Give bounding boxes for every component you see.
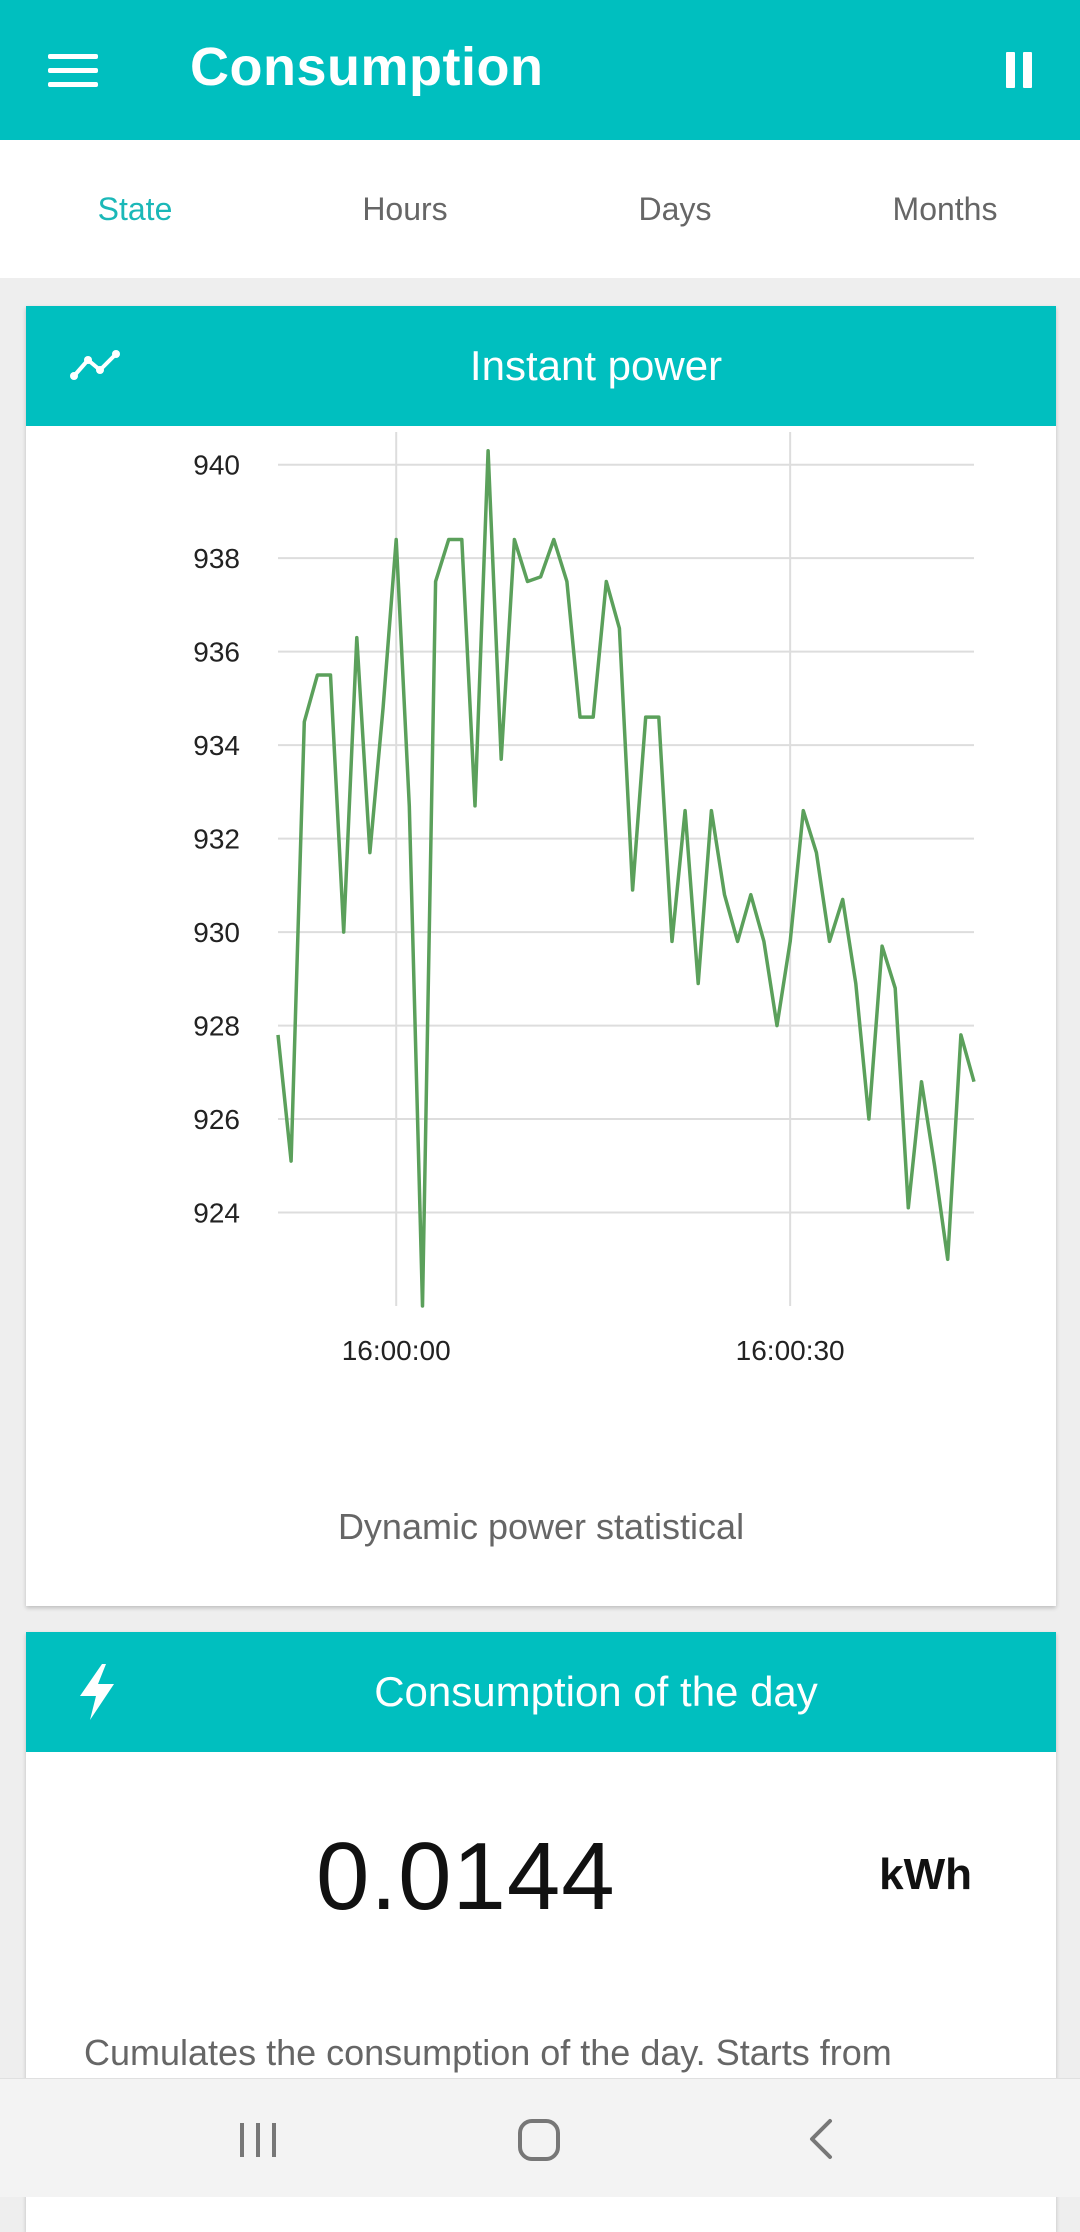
- y-tick-label: 936: [193, 637, 240, 668]
- page-title: Consumption: [190, 37, 544, 97]
- y-tick-label: 940: [193, 450, 240, 481]
- line-chart-icon: [70, 350, 120, 380]
- instant-power-header: Instant power: [26, 306, 1056, 426]
- consumption-unit: kWh: [879, 1850, 972, 1899]
- instant-power-title: Instant power: [469, 342, 723, 389]
- y-tick-label: 932: [193, 824, 240, 855]
- power-series-line: [276, 448, 976, 1308]
- app-bar: Consumption: [0, 0, 1080, 140]
- tab-state[interactable]: State: [97, 191, 173, 227]
- chart-svg: 924 926 928 930 932 934 936 938 940 16:00:00 16:00…: [193, 432, 976, 1366]
- hamburger-menu-icon[interactable]: [48, 54, 98, 88]
- tab-hours[interactable]: Hours: [362, 191, 448, 227]
- y-tick-label: 934: [193, 730, 240, 761]
- tab-days[interactable]: Days: [638, 191, 712, 227]
- y-tick-label: 930: [193, 917, 240, 948]
- day-consumption-header: Consumption of the day: [26, 1632, 1056, 1752]
- home-icon[interactable]: [478, 2079, 598, 2197]
- tab-months[interactable]: Months: [892, 191, 998, 227]
- y-tick-label: 928: [193, 1011, 240, 1042]
- system-nav-bar: [0, 2078, 1080, 2197]
- consumption-description: Cumulates the consumption of the day. St…: [84, 2032, 892, 2073]
- consumption-value: 0.0144: [316, 1823, 616, 1930]
- y-tick-label: 924: [193, 1198, 240, 1229]
- tab-bar: State Hours Days Months: [0, 140, 1080, 278]
- day-consumption-title: Consumption of the day: [374, 1668, 818, 1715]
- lightning-bolt-icon: [80, 1664, 114, 1720]
- y-tick-label: 938: [193, 543, 240, 574]
- chart-caption: Dynamic power statistical: [337, 1506, 745, 1547]
- x-tick-label: 16:00:00: [342, 1335, 451, 1366]
- back-icon[interactable]: [760, 2079, 880, 2197]
- x-tick-label: 16:00:30: [736, 1335, 845, 1366]
- y-tick-label: 926: [193, 1104, 240, 1135]
- instant-power-card: Instant power 924 926 928 930 932 934 936 938 94…: [26, 306, 1056, 1606]
- pause-icon[interactable]: [1006, 52, 1032, 88]
- instant-power-chart: 924 926 928 930 932 934 936 938 940 16:00:00 16:00…: [26, 426, 1056, 1426]
- recent-apps-icon[interactable]: [198, 2079, 318, 2197]
